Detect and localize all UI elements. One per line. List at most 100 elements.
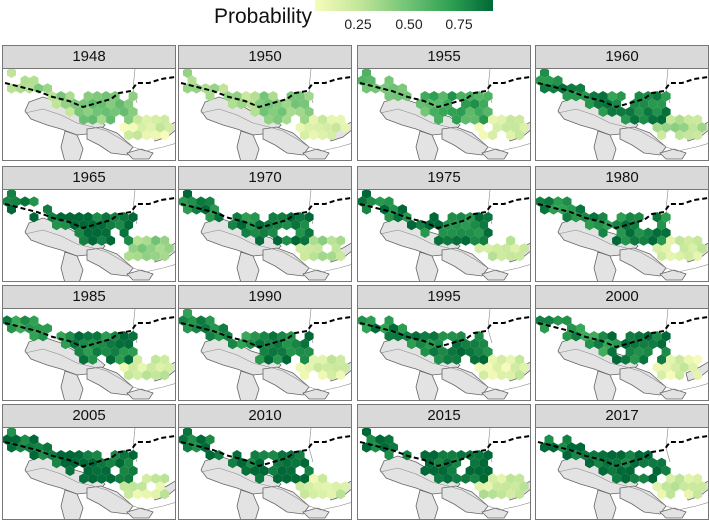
probability-hex-cell xyxy=(106,235,116,246)
map-panel: 1955 xyxy=(357,45,531,161)
probability-hex-cell xyxy=(124,457,134,469)
probability-hex-cell xyxy=(634,106,644,117)
probability-hex-cell xyxy=(83,91,93,102)
probability-hex-cell xyxy=(124,370,134,381)
range-boundary-line xyxy=(359,435,530,468)
probability-hex-cell xyxy=(447,212,457,223)
probability-hex-cell xyxy=(286,465,296,476)
lake-shape xyxy=(415,130,439,160)
probability-hex-cell xyxy=(331,243,341,254)
probability-hex-cell xyxy=(447,450,457,461)
map-panel: 2000 xyxy=(535,285,709,401)
range-map xyxy=(536,309,708,400)
probability-hex-cell xyxy=(639,114,649,125)
probability-hex-cell xyxy=(607,106,617,117)
probability-hex-cell xyxy=(295,362,305,373)
probability-hex-cell xyxy=(119,331,129,342)
probability-hex-cell xyxy=(183,190,192,199)
probability-hex-cell xyxy=(151,130,161,141)
probability-hex-cell xyxy=(259,227,269,238)
probability-hex-cell xyxy=(16,323,25,334)
border-line xyxy=(557,229,708,273)
probability-hex-cell xyxy=(183,69,192,78)
probability-hex-cell xyxy=(327,114,337,125)
probability-hex-cell xyxy=(470,338,480,350)
legend-title: Probability xyxy=(214,5,313,28)
probability-hex-cell xyxy=(7,190,16,199)
probability-hex-cell xyxy=(492,481,502,492)
probability-hex-cell xyxy=(250,450,260,461)
probability-hex-cell xyxy=(639,457,649,469)
probability-hex-cell xyxy=(65,450,75,461)
probability-hex-cell xyxy=(255,473,265,484)
probability-hex-cell xyxy=(295,106,305,117)
probability-hex-cell xyxy=(479,130,489,141)
probability-hex-cell xyxy=(501,362,511,373)
probability-hex-cell xyxy=(74,331,84,342)
probability-hex-cell xyxy=(371,442,380,453)
panel-year-label: 1970 xyxy=(179,167,351,190)
probability-hex-cell xyxy=(259,106,269,117)
probability-hex-cell xyxy=(219,83,228,94)
probability-hex-cell xyxy=(549,442,558,453)
probability-hex-cell xyxy=(268,450,278,461)
probability-hex-cell xyxy=(282,114,292,125)
probability-hex-cell xyxy=(612,235,622,246)
map-panel: 1975 xyxy=(357,166,531,282)
probability-hex-cell xyxy=(164,243,174,254)
probability-hex-cell xyxy=(675,130,685,141)
probability-hex-cell xyxy=(429,450,439,461)
lake-shape xyxy=(262,485,310,515)
probability-hex-cell xyxy=(124,114,134,125)
probability-hex-cell xyxy=(83,212,93,223)
probability-hex-cell xyxy=(697,243,707,254)
probability-hex-cell xyxy=(479,338,489,350)
probability-hex-cell xyxy=(616,91,626,102)
probability-hex-cell xyxy=(128,91,138,102)
probability-hex-cell xyxy=(29,315,39,326)
probability-hex-cell xyxy=(648,457,658,469)
probability-hex-cell xyxy=(282,457,292,469)
probability-hex-cell xyxy=(264,114,274,125)
probability-hex-cell xyxy=(327,489,337,500)
probability-hex-cell xyxy=(309,251,319,262)
probability-hex-cell xyxy=(327,130,337,141)
panel-year-label: 2010 xyxy=(179,405,351,428)
probability-hex-cell xyxy=(318,489,328,500)
probability-hex-cell xyxy=(598,465,608,476)
probability-hex-cell xyxy=(429,91,439,102)
probability-hex-cell xyxy=(515,489,525,500)
probability-hex-cell xyxy=(562,91,572,102)
probability-hex-cell xyxy=(11,196,21,207)
probability-hex-cell xyxy=(576,323,585,334)
probability-hex-cell xyxy=(697,122,707,133)
probability-hex-cell xyxy=(164,362,174,373)
probability-hex-cell xyxy=(155,122,165,133)
probability-hex-cell xyxy=(661,227,671,238)
probability-hex-cell xyxy=(106,354,116,365)
probability-hex-cell xyxy=(488,473,498,484)
probability-hex-cell xyxy=(465,465,475,476)
probability-hex-cell xyxy=(684,354,694,365)
probability-hex-cell xyxy=(20,315,30,326)
probability-hex-cell xyxy=(7,428,16,437)
probability-hex-cell xyxy=(151,473,161,484)
probability-hex-cell xyxy=(474,481,484,492)
lake-shape xyxy=(659,507,687,519)
probability-hex-cell xyxy=(657,130,667,141)
probability-hex-cell xyxy=(576,442,585,453)
probability-hex-cell xyxy=(666,235,676,246)
probability-hex-cell xyxy=(124,354,134,365)
probability-hex-cell xyxy=(666,114,676,125)
probability-hex-cell xyxy=(151,235,161,246)
border-line xyxy=(557,108,708,152)
probability-hex-cell xyxy=(497,489,507,500)
range-boundary-line xyxy=(180,76,351,109)
probability-hex-cell xyxy=(268,91,278,102)
probability-hex-cell xyxy=(452,235,462,246)
probability-hex-cell xyxy=(115,473,125,484)
range-map xyxy=(358,190,530,281)
probability-hex-cell xyxy=(648,235,658,246)
probability-hex-cell xyxy=(128,465,138,476)
probability-hex-cell xyxy=(241,91,251,102)
